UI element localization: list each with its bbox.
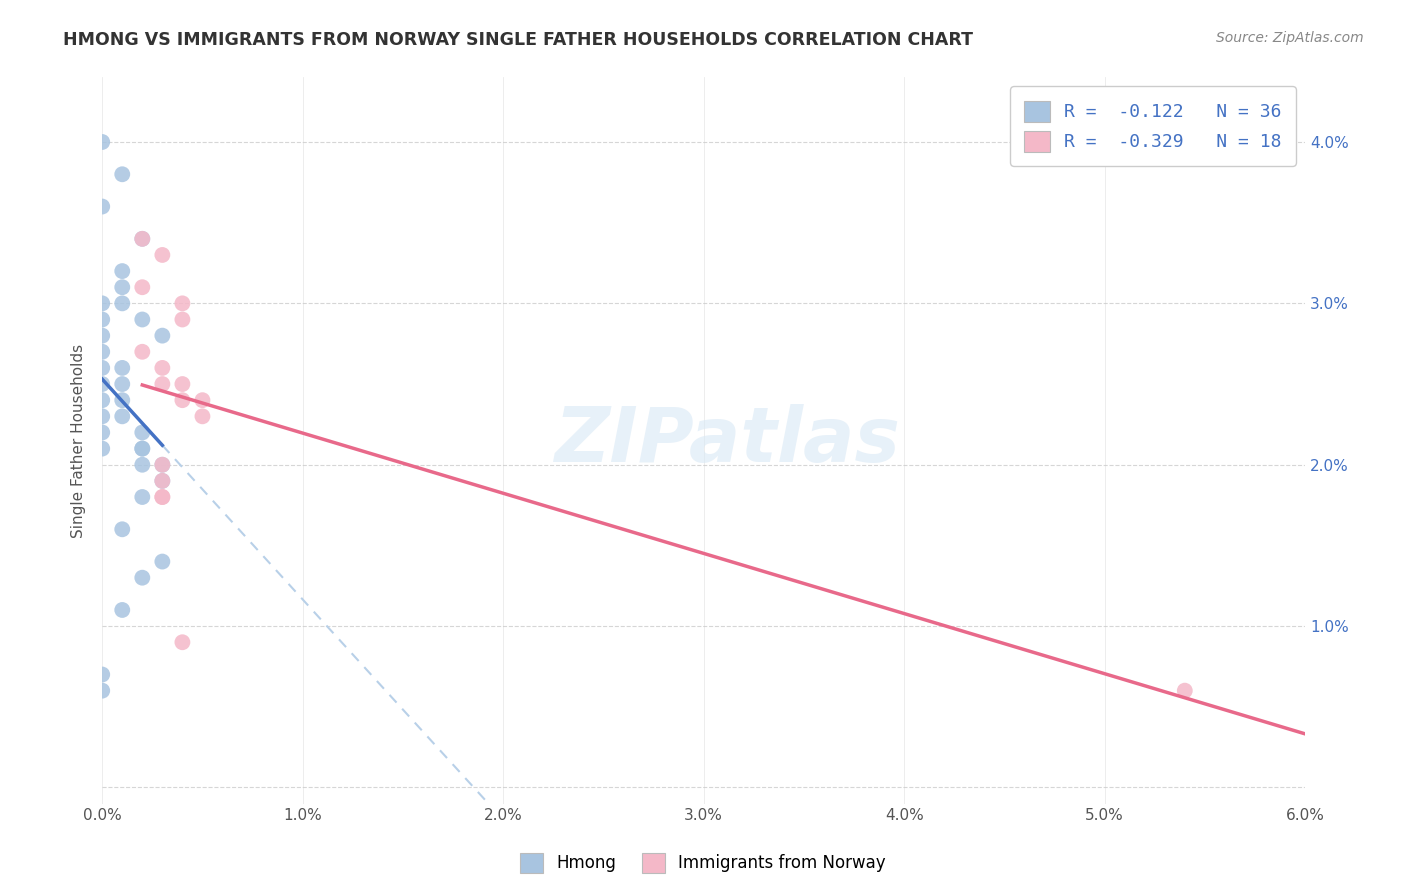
Point: [111, 280, 134, 294]
Point: [131, 442, 153, 456]
Point: [1174, 683, 1197, 698]
Point: [111, 522, 134, 536]
Point: [111, 264, 134, 278]
Point: [131, 232, 153, 246]
Point: [91, 135, 114, 149]
Point: [131, 425, 153, 440]
Point: [150, 555, 173, 569]
Point: [150, 248, 173, 262]
Point: [91, 377, 114, 392]
Point: [111, 360, 134, 375]
Point: [91, 312, 114, 326]
Point: [91, 667, 114, 681]
Point: [150, 360, 173, 375]
Point: [91, 425, 114, 440]
Point: [131, 312, 153, 326]
Point: [150, 474, 173, 488]
Point: [150, 474, 173, 488]
Point: [131, 571, 153, 585]
Text: ZIPatlas: ZIPatlas: [555, 403, 901, 477]
Point: [91, 409, 114, 424]
Legend: Hmong, Immigrants from Norway: Hmong, Immigrants from Norway: [513, 847, 893, 880]
Point: [150, 458, 173, 472]
Point: [150, 490, 173, 504]
Point: [111, 167, 134, 181]
Point: [91, 393, 114, 408]
Point: [111, 603, 134, 617]
Point: [111, 409, 134, 424]
Point: [172, 635, 194, 649]
Point: [131, 442, 153, 456]
Point: [172, 296, 194, 310]
Point: [91, 442, 114, 456]
Point: [150, 490, 173, 504]
Text: Source: ZipAtlas.com: Source: ZipAtlas.com: [1216, 31, 1364, 45]
Point: [91, 328, 114, 343]
Point: [172, 312, 194, 326]
Point: [91, 683, 114, 698]
Point: [191, 393, 214, 408]
Point: [172, 377, 194, 392]
Point: [131, 458, 153, 472]
Point: [91, 200, 114, 214]
Point: [111, 296, 134, 310]
Point: [131, 280, 153, 294]
Point: [131, 232, 153, 246]
Point: [111, 393, 134, 408]
Point: [111, 377, 134, 392]
Point: [131, 490, 153, 504]
Point: [91, 360, 114, 375]
Point: [91, 344, 114, 359]
Point: [191, 409, 214, 424]
Point: [150, 458, 173, 472]
Legend: R =  -0.122   N = 36, R =  -0.329   N = 18: R = -0.122 N = 36, R = -0.329 N = 18: [1010, 87, 1296, 166]
Y-axis label: Single Father Households: Single Father Households: [72, 343, 86, 538]
Point: [150, 377, 173, 392]
Point: [150, 328, 173, 343]
Point: [91, 296, 114, 310]
Point: [131, 344, 153, 359]
Point: [172, 393, 194, 408]
Text: HMONG VS IMMIGRANTS FROM NORWAY SINGLE FATHER HOUSEHOLDS CORRELATION CHART: HMONG VS IMMIGRANTS FROM NORWAY SINGLE F…: [63, 31, 973, 49]
